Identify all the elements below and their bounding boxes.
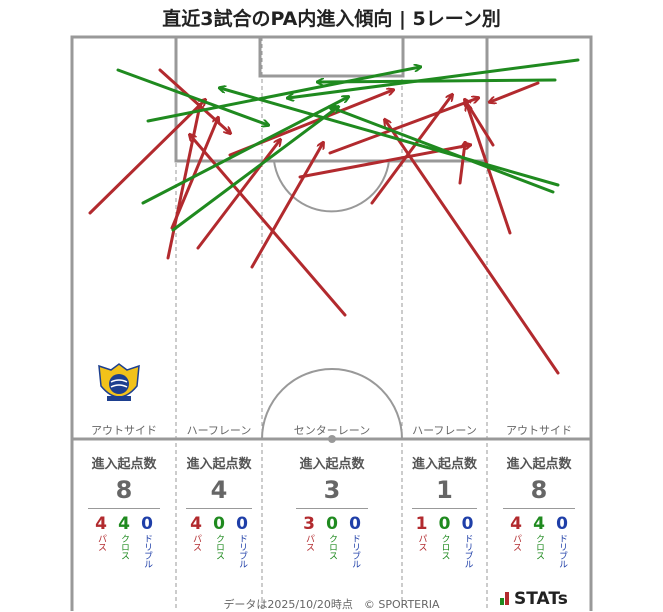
lane-label: センターレーン xyxy=(293,424,371,437)
pass-arrow-4 xyxy=(196,140,280,250)
dribble-count: 0 ドリブル xyxy=(141,514,153,568)
cross-arrow-16 xyxy=(116,68,268,125)
center-circle xyxy=(261,368,403,440)
stats-logo-icon xyxy=(500,592,511,605)
cross-arrow-23 xyxy=(330,107,555,194)
dribble-count: 0 ドリブル xyxy=(461,514,474,568)
lane-dividers xyxy=(175,37,488,611)
dribble-count: 0 ドリブル xyxy=(556,514,568,568)
penalty-arc xyxy=(273,160,390,213)
lane-label: アウトサイド xyxy=(506,424,572,437)
stat-divider xyxy=(88,508,160,509)
pass-count: 3 パス xyxy=(303,514,315,551)
stat-breakdown: 1 パス 0 クロス 0 ドリブル xyxy=(402,514,487,568)
dribble-count: 0 ドリブル xyxy=(236,514,248,568)
cross-arrow-18 xyxy=(171,107,338,232)
pass-arrow-6 xyxy=(170,118,218,230)
cross-count: 4 クロス xyxy=(533,514,545,560)
brand-text: STATs xyxy=(514,589,568,609)
pass-arrow-10 xyxy=(490,81,540,102)
stat-title: 進入起点数 xyxy=(299,457,365,472)
stat-title: 進入起点数 xyxy=(506,457,572,472)
cross-arrow-21 xyxy=(318,80,557,82)
lane-halfspace-left: ハーフレーン 進入起点数 4 4 パス 0 クロス 0 ドリブル xyxy=(176,0,262,611)
lane-label: ハーフレーン xyxy=(186,424,252,437)
cross-count: 4 クロス xyxy=(118,514,130,560)
pass-arrow-0 xyxy=(88,100,205,215)
data-footnote: データは2025/10/20時点 © SPORTERIA xyxy=(223,598,440,611)
pass-count: 1 パス xyxy=(415,514,428,551)
lane-label: アウトサイド xyxy=(91,424,157,437)
pass-arrow-9 xyxy=(385,120,560,375)
stat-divider xyxy=(412,508,477,509)
stat-total: 1 xyxy=(436,476,453,504)
lane-outside-left: アウトサイド 進入起点数 8 4 パス 4 クロス 0 ドリブル xyxy=(72,0,176,611)
stat-breakdown: 4 パス 4 クロス 0 ドリブル xyxy=(487,514,591,568)
cross-count: 0 クロス xyxy=(438,514,451,560)
pass-arrow-12 xyxy=(458,143,465,185)
stat-total: 8 xyxy=(115,476,133,504)
cross-arrow-22 xyxy=(220,88,560,187)
stat-divider xyxy=(186,508,252,509)
center-spot xyxy=(328,435,336,443)
cross-count: 0 クロス xyxy=(213,514,225,560)
pass-count: 4 パス xyxy=(510,514,522,551)
cross-count: 0 クロス xyxy=(326,514,338,560)
brand-logo: STATs xyxy=(500,589,568,609)
lane-center: センターレーン 進入起点数 3 3 パス 0 クロス 0 ドリブル xyxy=(262,0,402,611)
pass-count: 4 パス xyxy=(190,514,202,551)
pass-arrow-14 xyxy=(465,100,495,147)
stat-title: 進入起点数 xyxy=(91,457,157,472)
pass-count: 4 パス xyxy=(95,514,107,551)
club-emblem xyxy=(98,363,140,401)
stat-divider xyxy=(296,508,368,509)
stat-title: 進入起点数 xyxy=(411,457,477,472)
chart-title: 直近3試合のPA内進入傾向 | 5レーン別 xyxy=(162,8,501,30)
stat-divider xyxy=(503,508,575,509)
dribble-count: 0 ドリブル xyxy=(349,514,361,568)
lane-outside-right: アウトサイド 進入起点数 8 4 パス 4 クロス 0 ドリブル xyxy=(487,0,591,611)
pass-arrow-5 xyxy=(250,143,323,269)
cross-arrow-19 xyxy=(146,67,420,123)
stat-total: 8 xyxy=(530,476,548,504)
stat-breakdown: 4 パス 0 クロス 0 ドリブル xyxy=(176,514,262,568)
lane-halfspace-right: ハーフレーン 進入起点数 1 1 パス 0 クロス 0 ドリブル xyxy=(402,0,487,611)
pass-arrow-15 xyxy=(328,98,478,155)
entry-arrows xyxy=(88,58,580,375)
stat-total: 3 xyxy=(323,476,341,504)
goal-area xyxy=(258,35,405,78)
stat-total: 4 xyxy=(210,476,228,504)
stat-breakdown: 3 パス 0 クロス 0 ドリブル xyxy=(262,514,402,568)
stat-breakdown: 4 パス 4 クロス 0 ドリブル xyxy=(72,514,176,568)
cross-arrow-20 xyxy=(288,58,580,98)
stat-title: 進入起点数 xyxy=(186,457,252,472)
lane-label: ハーフレーン xyxy=(412,424,477,437)
